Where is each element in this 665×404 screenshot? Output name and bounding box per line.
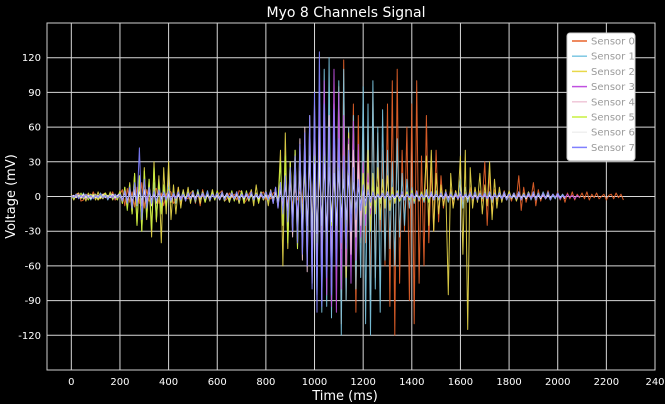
x-axis-title: Time (ms): [311, 389, 378, 404]
y-tick-label: 90: [28, 88, 41, 99]
legend-label: Sensor 1: [591, 52, 635, 63]
y-tick-label: 0: [35, 192, 41, 203]
legend-label: Sensor 2: [591, 67, 635, 78]
x-tick-label: 1000: [302, 377, 327, 388]
x-tick-label: 2000: [545, 377, 570, 388]
legend-label: Sensor 4: [591, 97, 635, 108]
legend-label: Sensor 0: [591, 37, 635, 48]
x-tick-label: 1600: [448, 377, 473, 388]
x-tick-label: 400: [159, 377, 178, 388]
legend-label: Sensor 6: [591, 128, 635, 139]
x-tick-label: 2200: [594, 377, 619, 388]
x-tick-label: 800: [256, 377, 275, 388]
x-tick-label: 600: [208, 377, 227, 388]
x-tick-label: 1200: [350, 377, 375, 388]
legend-label: Sensor 3: [591, 82, 635, 93]
series-line-sensor-7: [70, 51, 566, 313]
axes: 0 200 400 600 800 1000 1200 1400 1600 1800 2000 220…: [18, 53, 664, 388]
x-tick-label: 200: [110, 377, 129, 388]
x-tick-label: 240: [645, 377, 664, 388]
y-tick-label: -60: [25, 261, 41, 272]
series-layer: [70, 51, 624, 336]
x-tick-label: 0: [68, 377, 74, 388]
x-tick-label: 1400: [399, 377, 424, 388]
y-tick-label: 120: [22, 53, 41, 64]
y-tick-label: -30: [25, 227, 41, 238]
x-tick-label: 1800: [496, 377, 521, 388]
y-tick-label: -120: [18, 331, 41, 342]
y-tick-label: 60: [28, 123, 41, 134]
y-axis-title: Voltage (mV): [4, 154, 19, 239]
legend-label: Sensor 5: [591, 113, 635, 124]
y-tick-label: 30: [28, 157, 41, 168]
chart-title: Myo 8 Channels Signal: [267, 5, 426, 21]
legend-label: Sensor 7: [591, 143, 635, 154]
legend: Sensor 0 Sensor 1 Sensor 2 Sensor 3 Sensor 4…: [566, 32, 636, 162]
y-tick-label: -90: [25, 296, 41, 307]
legend-box: [566, 32, 636, 162]
